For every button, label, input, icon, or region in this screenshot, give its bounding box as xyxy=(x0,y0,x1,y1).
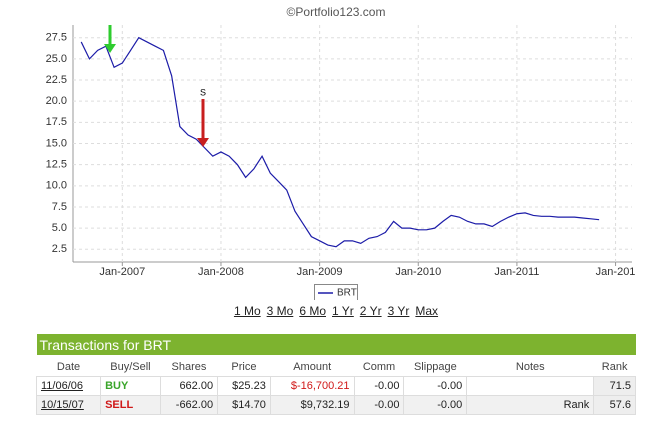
table-title: Transactions for BRT xyxy=(36,334,636,355)
table-cell[interactable]: 10/15/07 xyxy=(35,395,102,415)
range-links: 1 Mo 3 Mo 6 Mo 1 Yr 2 Yr 3 Yr Max xyxy=(0,304,660,318)
table-cell: -0.00 xyxy=(403,376,468,396)
table-cell: Rank xyxy=(466,395,595,415)
table-cell: -0.00 xyxy=(353,376,405,396)
table-cell: BUY xyxy=(100,376,161,396)
table-row: 10/15/07 SELL -662.00 $14.70 $9,732.19 -0.00-… xyxy=(35,395,636,415)
table-cell: 57.6 xyxy=(593,395,636,415)
table-cell: -0.00 xyxy=(403,395,468,415)
table-cell: $25.23 xyxy=(217,376,271,396)
x-tick-label: Jan-2008 xyxy=(198,266,244,278)
range-link[interactable]: 2 Yr xyxy=(359,304,382,318)
x-tick-label: Jan-2009 xyxy=(297,266,343,278)
table-cell[interactable]: 11/06/06 xyxy=(35,376,102,396)
x-tick-label: Jan-2007 xyxy=(99,266,145,278)
table-cell: 662.00 xyxy=(159,376,219,396)
column-header: Shares xyxy=(171,361,207,373)
range-link[interactable]: Max xyxy=(415,304,439,318)
buy-arrowhead xyxy=(104,44,116,53)
y-tick-label: 15.0 xyxy=(46,137,67,149)
y-tick-label: 12.5 xyxy=(46,159,67,171)
y-tick-label: 22.5 xyxy=(46,74,67,86)
table-cell: -662.00 xyxy=(159,395,219,415)
x-tick-label: Jan-2010 xyxy=(395,266,441,278)
y-tick-label: 2.5 xyxy=(52,243,67,255)
y-tick-label: 5.0 xyxy=(52,222,67,234)
column-header: Buy/Sell xyxy=(110,361,151,373)
range-link[interactable]: 1 Mo xyxy=(233,304,261,318)
column-header: Notes xyxy=(515,361,545,373)
chart: ©Portfolio123.com S BRT 2.5 5.0 7.5 10.0 12.… xyxy=(46,5,636,300)
table-cell: $-16,700.21 xyxy=(269,376,355,396)
column-header: Date xyxy=(56,361,81,373)
column-header: Comm xyxy=(362,361,396,373)
y-tick-label: 27.5 xyxy=(46,32,67,44)
y-tick-label: 20.0 xyxy=(46,95,67,107)
table-cell: $9,732.19 xyxy=(269,395,355,415)
table-cell: $14.70 xyxy=(217,395,271,415)
legend xyxy=(314,284,358,300)
column-header: Slippage xyxy=(413,361,457,373)
column-header: Price xyxy=(231,361,257,373)
range-link[interactable]: 1 Yr xyxy=(332,304,354,318)
sell-label: S xyxy=(200,87,206,97)
y-tick-label: 7.5 xyxy=(52,201,67,213)
y-tick-label: 25.0 xyxy=(46,53,67,65)
watermark: ©Portfolio123.com xyxy=(287,5,386,19)
y-tick-label: 17.5 xyxy=(46,116,67,128)
range-link[interactable]: 3 Mo xyxy=(266,304,294,318)
range-link[interactable]: 6 Mo xyxy=(299,304,326,318)
column-header: Rank xyxy=(601,361,628,373)
legend-label: BRT xyxy=(337,288,357,299)
column-header: Amount xyxy=(293,361,332,373)
table-cell xyxy=(466,376,595,396)
x-tick-label: Jan-2011 xyxy=(494,266,539,278)
table-cell: 71.5 xyxy=(593,376,636,396)
range-link[interactable]: 3 Yr xyxy=(387,304,410,318)
transactions-table: Transactions for BRT Date Buy/Sell Shares P… xyxy=(35,334,636,415)
y-tick-label: 10.0 xyxy=(46,180,67,192)
price-line xyxy=(80,36,600,248)
x-tick-label: Jan-201 xyxy=(596,266,636,278)
sell-arrowhead xyxy=(197,138,209,147)
table-cell: SELL xyxy=(100,395,161,415)
table-row: 11/06/06 BUY 662.00 $25.23 $-16,700.21 -0.00-… xyxy=(35,376,636,396)
table-cell: -0.00 xyxy=(353,395,405,415)
